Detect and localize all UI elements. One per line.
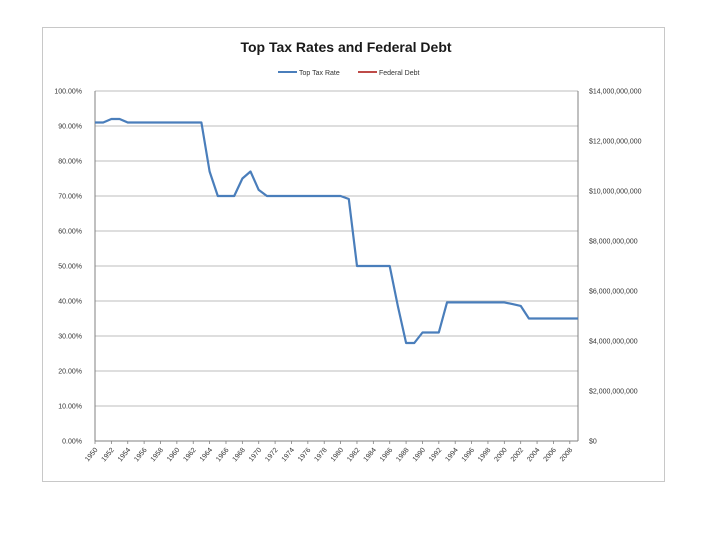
- right-tick-label: $12,000,000,000: [589, 139, 642, 146]
- left-tick-label: 30.00%: [58, 334, 82, 341]
- x-tick-label: 1982: [346, 447, 361, 464]
- x-tick-label: 1996: [461, 447, 476, 464]
- right-tick-label: $6,000,000,000: [589, 289, 638, 296]
- left-tick-label: 20.00%: [58, 369, 82, 376]
- x-tick-label: 1980: [330, 447, 345, 464]
- right-tick-label: $8,000,000,000: [589, 239, 638, 246]
- right-tick-label: $4,000,000,000: [589, 339, 638, 346]
- chart-title: Top Tax Rates and Federal Debt: [240, 39, 451, 55]
- right-tick-label: $2,000,000,000: [589, 389, 638, 396]
- legend: Top Tax Rate Federal Debt: [278, 70, 420, 77]
- x-tick-label: 1992: [428, 447, 443, 464]
- x-tick-label: 1998: [477, 447, 492, 464]
- x-tick-label: 1988: [395, 447, 410, 464]
- x-tick-label: 1950: [84, 447, 99, 464]
- legend-label-federal-debt: Federal Debt: [379, 70, 420, 77]
- x-tick-label: 1956: [133, 447, 148, 464]
- x-axis: 1950 1952 1954 1956 1958 1960 1962 1964 1966 1968…: [84, 441, 574, 463]
- x-tick-label: 1986: [379, 447, 394, 464]
- left-tick-label: 100.00%: [54, 89, 82, 96]
- x-tick-label: 1964: [199, 447, 214, 464]
- x-tick-label: 1954: [117, 447, 132, 464]
- x-tick-label: 1990: [412, 447, 427, 464]
- x-tick-label: 2008: [559, 447, 574, 464]
- top-tax-rate-line: [95, 117, 578, 345]
- x-tick-label: 1960: [166, 447, 181, 464]
- x-tick-label: 2004: [526, 447, 541, 464]
- gridlines: [94, 90, 579, 442]
- left-tick-label: 80.00%: [58, 159, 82, 166]
- left-tick-label: 40.00%: [58, 299, 82, 306]
- series-lines: [95, 117, 578, 345]
- left-tick-label: 0.00%: [62, 439, 82, 446]
- x-tick-label: 1966: [215, 447, 230, 464]
- right-tick-label: $10,000,000,000: [589, 189, 642, 196]
- x-tick-label: 1970: [248, 447, 263, 464]
- left-axis: 0.00% 10.00% 20.00% 30.00% 40.00% 50.00% 60.00…: [54, 89, 82, 446]
- x-tick-label: 1978: [313, 447, 328, 464]
- x-tick-label: 1976: [297, 447, 312, 464]
- right-tick-label: $0: [589, 439, 597, 446]
- x-tick-label: 1974: [281, 447, 296, 464]
- x-tick-label: 1968: [232, 447, 247, 464]
- x-tick-label: 1962: [182, 447, 197, 464]
- x-tick-label: 2000: [493, 447, 508, 464]
- left-tick-label: 10.00%: [58, 404, 82, 411]
- left-tick-label: 70.00%: [58, 194, 82, 201]
- left-tick-label: 50.00%: [58, 264, 82, 271]
- x-tick-label: 1984: [362, 447, 377, 464]
- right-tick-label: $14,000,000,000: [589, 89, 642, 96]
- left-tick-label: 90.00%: [58, 124, 82, 131]
- x-tick-label: 2002: [510, 447, 525, 464]
- x-tick-label: 1972: [264, 447, 279, 464]
- x-tick-label: 1994: [444, 447, 459, 464]
- legend-label-tax-rate: Top Tax Rate: [299, 70, 340, 77]
- x-tick-label: 1952: [101, 447, 116, 464]
- x-tick-label: 1958: [150, 447, 165, 464]
- left-tick-label: 60.00%: [58, 229, 82, 236]
- right-axis: $0 $2,000,000,000 $4,000,000,000 $6,000,000…: [589, 89, 642, 446]
- x-tick-label: 2006: [543, 447, 558, 464]
